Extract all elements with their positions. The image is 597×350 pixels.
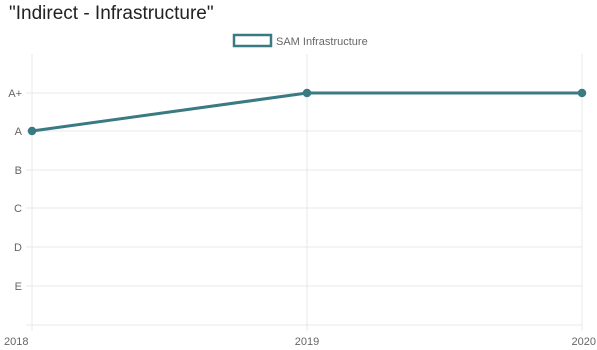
y-tick-label: A+ [8, 88, 22, 100]
legend-label: SAM Infrastructure [276, 36, 368, 48]
x-axis: 2018 2019 2020 [4, 336, 596, 348]
x-tick-label: 2020 [572, 336, 596, 348]
y-tick-label: A [15, 126, 23, 138]
y-tick-label: B [15, 165, 22, 177]
x-tick-label: 2019 [295, 336, 319, 348]
data-point[interactable] [29, 128, 36, 135]
y-tick-label: D [14, 242, 22, 254]
legend-swatch [234, 35, 271, 46]
data-point[interactable] [304, 90, 311, 97]
data-point[interactable] [579, 90, 586, 97]
x-tick-label: 2018 [4, 336, 28, 348]
y-tick-label: C [14, 203, 22, 215]
y-tick-label: E [15, 281, 22, 293]
y-axis: A+ A B C D E [8, 88, 22, 293]
legend[interactable]: SAM Infrastructure [234, 35, 368, 48]
